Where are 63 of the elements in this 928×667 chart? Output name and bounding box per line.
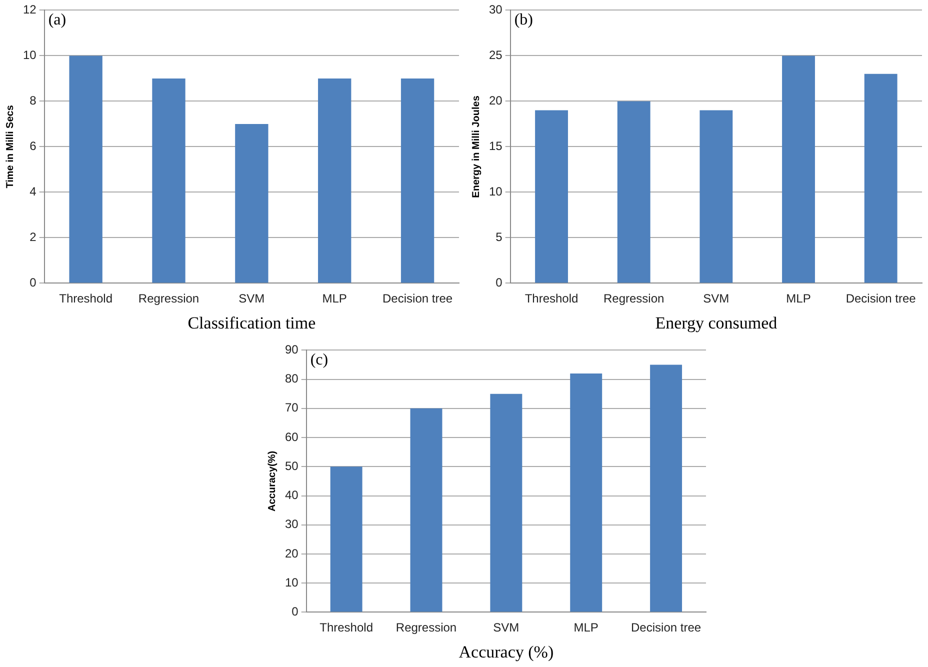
bar bbox=[535, 110, 568, 283]
y-tick-label: 10 bbox=[284, 575, 299, 590]
y-tick-label: 15 bbox=[488, 139, 503, 154]
annotation: (b) bbox=[514, 11, 534, 28]
bar bbox=[330, 466, 362, 612]
x-tick-label: Regression bbox=[138, 292, 200, 306]
y-tick-label: 20 bbox=[284, 546, 299, 560]
bar bbox=[617, 101, 650, 283]
x-axis-title: Accuracy (%) bbox=[458, 642, 554, 662]
bar bbox=[318, 78, 352, 283]
x-tick-label: Regression bbox=[396, 620, 457, 635]
bar bbox=[69, 56, 102, 283]
x-tick-label: SVM bbox=[493, 620, 520, 635]
y-tick-label: 12 bbox=[22, 2, 37, 17]
y-axis-title: Energy in Milli Joules bbox=[470, 95, 482, 198]
x-tick-label: MLP bbox=[786, 292, 811, 306]
y-axis-title: Accuracy(%) bbox=[266, 450, 278, 512]
y-tick-label: 90 bbox=[284, 342, 299, 357]
bar bbox=[864, 74, 898, 283]
x-axis-title: Energy consumed bbox=[655, 313, 778, 332]
x-tick-label: SVM bbox=[238, 292, 265, 306]
y-tick-label: 4 bbox=[30, 184, 37, 199]
y-tick-label: 6 bbox=[30, 139, 37, 154]
y-tick-label: 20 bbox=[488, 94, 503, 108]
bar bbox=[410, 408, 442, 612]
x-tick-label: Threshold bbox=[524, 292, 578, 306]
x-tick-label: Decision tree bbox=[382, 292, 453, 306]
y-tick-label: 5 bbox=[496, 230, 503, 244]
y-tick-label: 0 bbox=[292, 604, 299, 619]
y-tick-label: 30 bbox=[488, 2, 503, 17]
x-tick-label: Threshold bbox=[59, 292, 112, 306]
bar bbox=[700, 110, 733, 283]
y-tick-label: 40 bbox=[284, 488, 299, 502]
y-tick-label: 25 bbox=[488, 48, 503, 62]
bar bbox=[400, 78, 434, 283]
y-tick-label: 80 bbox=[284, 372, 299, 386]
bar bbox=[650, 364, 682, 612]
x-tick-label: Threshold bbox=[320, 620, 373, 635]
y-tick-label: 10 bbox=[488, 184, 503, 199]
x-tick-label: SVM bbox=[703, 292, 730, 306]
bar bbox=[235, 124, 268, 283]
y-tick-label: 0 bbox=[30, 276, 37, 290]
bar bbox=[570, 373, 602, 612]
y-tick-label: 8 bbox=[30, 94, 37, 108]
y-tick-label: 50 bbox=[284, 458, 299, 473]
y-tick-label: 0 bbox=[496, 276, 503, 290]
x-tick-label: Regression bbox=[603, 292, 664, 306]
y-tick-label: 10 bbox=[22, 48, 37, 62]
annotation: (a) bbox=[48, 11, 66, 28]
y-tick-label: 70 bbox=[284, 400, 299, 415]
y-tick-label: 60 bbox=[284, 430, 299, 444]
x-tick-label: MLP bbox=[322, 292, 347, 306]
bar bbox=[490, 394, 522, 612]
y-axis-title: Time in Milli Secs bbox=[4, 104, 16, 188]
x-tick-label: Decision tree bbox=[846, 292, 916, 306]
bar bbox=[152, 78, 186, 283]
x-tick-label: Decision tree bbox=[631, 620, 702, 635]
annotation: (c) bbox=[310, 351, 328, 368]
bar bbox=[782, 56, 815, 283]
x-axis-title: Classification time bbox=[188, 313, 316, 332]
y-tick-label: 30 bbox=[284, 517, 299, 532]
y-tick-label: 2 bbox=[30, 230, 37, 244]
x-tick-label: MLP bbox=[574, 620, 598, 635]
